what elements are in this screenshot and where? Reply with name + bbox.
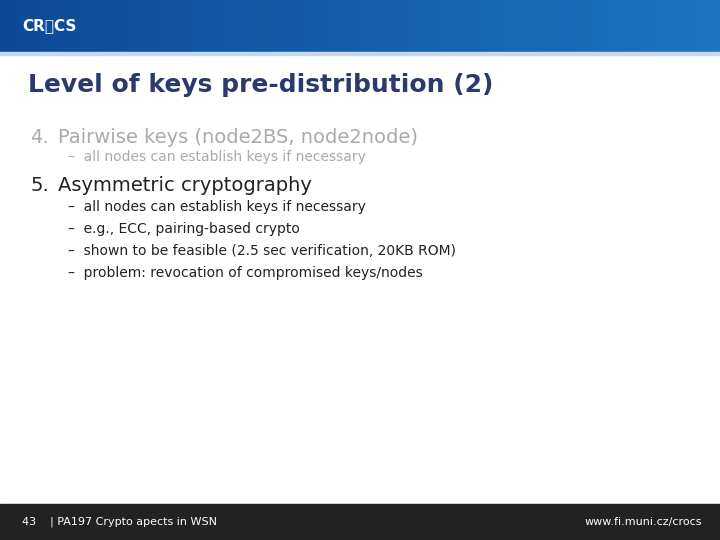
- Bar: [279, 0, 288, 52]
- Bar: [684, 0, 693, 52]
- Bar: [675, 0, 684, 52]
- Text: –  all nodes can establish keys if necessary: – all nodes can establish keys if necess…: [68, 150, 366, 164]
- Bar: [486, 0, 495, 52]
- Text: –  problem: revocation of compromised keys/nodes: – problem: revocation of compromised key…: [68, 266, 423, 280]
- Bar: [504, 0, 513, 52]
- Bar: [603, 0, 612, 52]
- Bar: [558, 0, 567, 52]
- Text: –  all nodes can establish keys if necessary: – all nodes can establish keys if necess…: [68, 200, 366, 214]
- Bar: [360, 0, 369, 52]
- Bar: [135, 0, 144, 52]
- Bar: [108, 0, 117, 52]
- Bar: [0, 504, 720, 540]
- Bar: [90, 0, 99, 52]
- Bar: [153, 0, 162, 52]
- Bar: [549, 0, 558, 52]
- Bar: [0, 0, 9, 52]
- Bar: [531, 0, 540, 52]
- Bar: [567, 0, 576, 52]
- Text: CRⓔCS: CRⓔCS: [22, 18, 76, 33]
- Bar: [540, 0, 549, 52]
- Bar: [324, 0, 333, 52]
- Bar: [171, 0, 180, 52]
- Bar: [288, 0, 297, 52]
- Bar: [657, 0, 666, 52]
- Bar: [126, 0, 135, 52]
- Bar: [252, 0, 261, 52]
- Bar: [117, 0, 126, 52]
- Bar: [441, 0, 450, 52]
- Bar: [342, 0, 351, 52]
- Bar: [396, 0, 405, 52]
- Bar: [45, 0, 54, 52]
- Bar: [576, 0, 585, 52]
- Bar: [522, 0, 531, 52]
- Bar: [693, 0, 702, 52]
- Bar: [585, 0, 594, 52]
- Bar: [666, 0, 675, 52]
- Bar: [162, 0, 171, 52]
- Bar: [639, 0, 648, 52]
- Bar: [0, 52, 720, 55]
- Text: –  shown to be feasible (2.5 sec verification, 20KB ROM): – shown to be feasible (2.5 sec verifica…: [68, 244, 456, 258]
- Bar: [621, 0, 630, 52]
- Text: 4.: 4.: [30, 128, 49, 147]
- Bar: [702, 0, 711, 52]
- Bar: [189, 0, 198, 52]
- Bar: [225, 0, 234, 52]
- Text: 5.: 5.: [30, 176, 49, 195]
- Bar: [423, 0, 432, 52]
- Bar: [414, 0, 423, 52]
- Bar: [234, 0, 243, 52]
- Bar: [306, 0, 315, 52]
- Bar: [468, 0, 477, 52]
- Bar: [477, 0, 486, 52]
- Text: 43    | PA197 Crypto apects in WSN: 43 | PA197 Crypto apects in WSN: [22, 517, 217, 527]
- Bar: [711, 0, 720, 52]
- Bar: [432, 0, 441, 52]
- Bar: [369, 0, 378, 52]
- Text: Asymmetric cryptography: Asymmetric cryptography: [58, 176, 312, 195]
- Bar: [216, 0, 225, 52]
- Bar: [333, 0, 342, 52]
- Bar: [495, 0, 504, 52]
- Bar: [378, 0, 387, 52]
- Bar: [27, 0, 36, 52]
- Text: www.fi.muni.cz/crocs: www.fi.muni.cz/crocs: [585, 517, 702, 527]
- Bar: [594, 0, 603, 52]
- Bar: [459, 0, 468, 52]
- Text: Level of keys pre-distribution (2): Level of keys pre-distribution (2): [28, 73, 493, 97]
- Bar: [18, 0, 27, 52]
- Bar: [9, 0, 18, 52]
- Text: –  e.g., ECC, pairing-based crypto: – e.g., ECC, pairing-based crypto: [68, 222, 300, 236]
- Bar: [81, 0, 90, 52]
- Bar: [648, 0, 657, 52]
- Bar: [207, 0, 216, 52]
- Bar: [36, 0, 45, 52]
- Bar: [270, 0, 279, 52]
- Bar: [297, 0, 306, 52]
- Bar: [180, 0, 189, 52]
- Bar: [513, 0, 522, 52]
- Bar: [72, 0, 81, 52]
- Bar: [315, 0, 324, 52]
- Bar: [198, 0, 207, 52]
- Bar: [630, 0, 639, 52]
- Bar: [450, 0, 459, 52]
- Bar: [144, 0, 153, 52]
- Bar: [63, 0, 72, 52]
- Bar: [99, 0, 108, 52]
- Bar: [612, 0, 621, 52]
- Text: Pairwise keys (node2BS, node2node): Pairwise keys (node2BS, node2node): [58, 128, 418, 147]
- Bar: [351, 0, 360, 52]
- Bar: [387, 0, 396, 52]
- Bar: [405, 0, 414, 52]
- Bar: [243, 0, 252, 52]
- Bar: [261, 0, 270, 52]
- Bar: [54, 0, 63, 52]
